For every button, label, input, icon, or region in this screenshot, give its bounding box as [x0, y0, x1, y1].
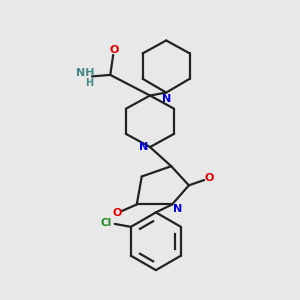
Text: N: N	[173, 204, 183, 214]
Text: O: O	[205, 173, 214, 183]
Text: N: N	[162, 94, 171, 104]
Text: O: O	[110, 45, 119, 55]
Text: O: O	[112, 208, 122, 218]
Text: H: H	[85, 78, 93, 88]
Text: Cl: Cl	[101, 218, 112, 228]
Text: N: N	[139, 142, 148, 152]
Text: NH: NH	[76, 68, 95, 78]
